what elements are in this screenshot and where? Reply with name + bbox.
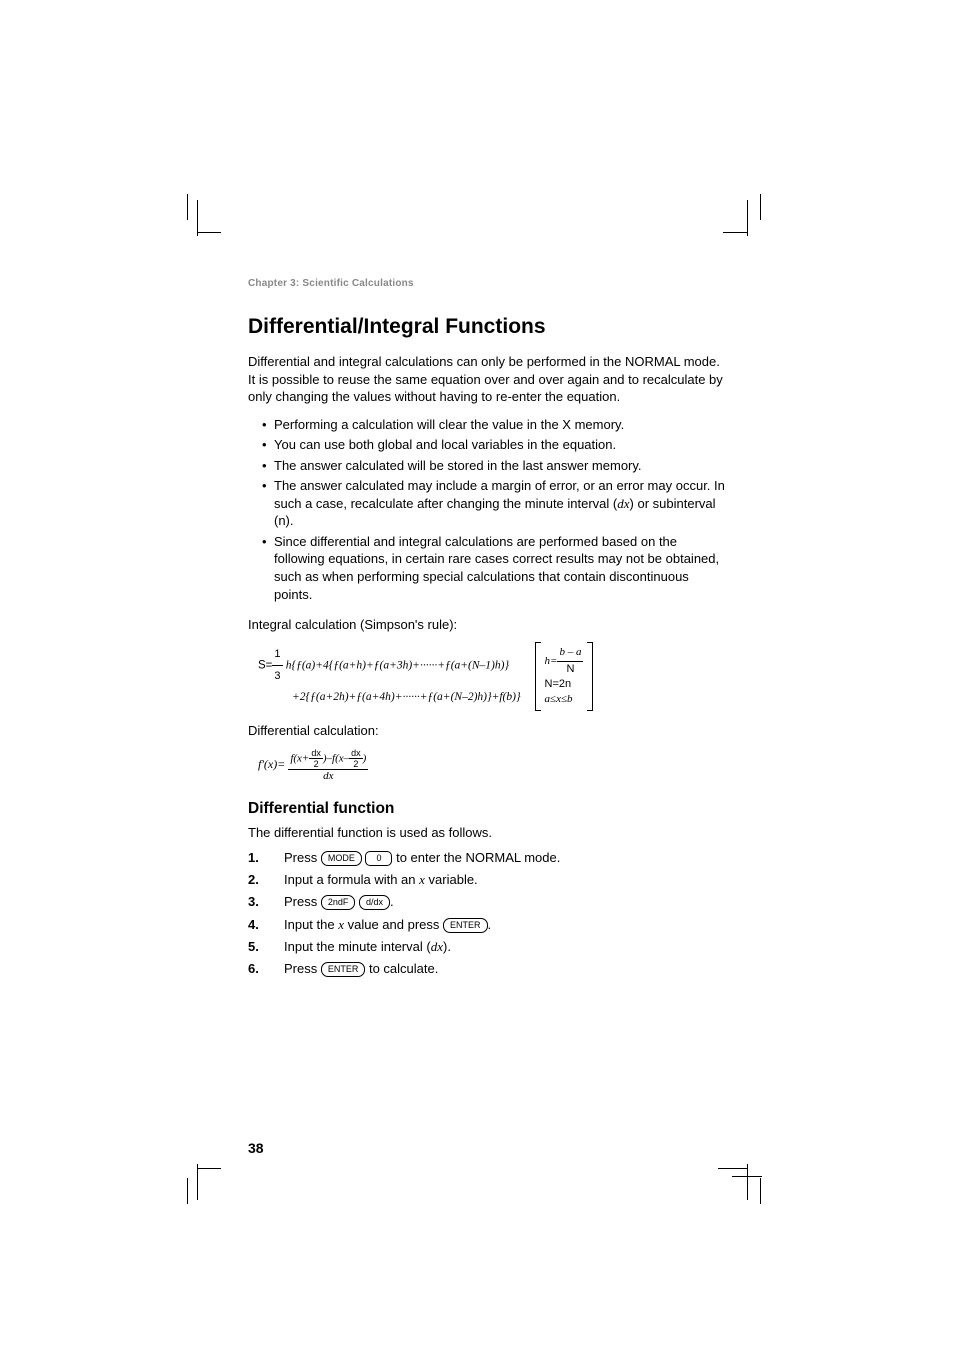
- secondf-key: 2ndF: [321, 895, 356, 910]
- cropmark: [747, 1164, 748, 1200]
- step-text: Press: [284, 894, 321, 909]
- formula-text: S=: [258, 660, 272, 672]
- differential-label: Differential calculation:: [248, 723, 726, 738]
- formula-text: f(x+: [290, 752, 309, 764]
- step-item: 3.Press 2ndF d/dx.: [248, 891, 726, 913]
- bullet-list: Performing a calculation will clear the …: [248, 416, 726, 603]
- formula-text: )–f(x–: [323, 752, 349, 764]
- bullet-text: The answer calculated will be stored in …: [274, 458, 642, 473]
- page-title: Differential/Integral Functions: [248, 315, 726, 339]
- bullet-item: Since differential and integral calculat…: [262, 533, 726, 603]
- section-heading: Differential function: [248, 800, 726, 818]
- cropmark: [197, 232, 221, 233]
- step-text: ).: [443, 939, 451, 954]
- step-text: to calculate.: [365, 961, 438, 976]
- bullet-item: You can use both global and local variab…: [262, 436, 726, 454]
- step-text: Input the: [284, 917, 338, 932]
- fraction-den: 2: [309, 759, 323, 769]
- bracket-conditions: h=b – aN N=2n a≤x≤b: [535, 642, 594, 711]
- fraction-num: 1: [272, 644, 282, 666]
- cropmark: [197, 200, 198, 236]
- step-item: 6.Press ENTER to calculate.: [248, 958, 726, 980]
- cropmark: [747, 200, 748, 236]
- step-text: .: [390, 894, 394, 909]
- step-item: 2.Input a formula with an x variable.: [248, 869, 726, 891]
- fraction-num: dx: [349, 748, 363, 759]
- cropmark: [760, 1178, 761, 1204]
- step-item: 5.Input the minute interval (dx).: [248, 936, 726, 958]
- fraction-den: N: [557, 662, 583, 677]
- mode-key: MODE: [321, 851, 362, 866]
- step-text: Input a formula with an: [284, 872, 419, 887]
- steps-list: 1.Press MODE 0 to enter the NORMAL mode.…: [248, 847, 726, 980]
- formula-text: f'(x)=: [258, 757, 285, 772]
- bullet-item: The answer calculated will be stored in …: [262, 457, 726, 475]
- zero-key: 0: [365, 851, 392, 866]
- formula-text: a≤x≤b: [545, 693, 573, 705]
- cropmark: [197, 1168, 221, 1169]
- step-text: .: [488, 917, 492, 932]
- step-text: Press: [284, 850, 321, 865]
- page-number: 38: [248, 1140, 264, 1156]
- simpson-formula: S=13 h{ƒ(a)+4{ƒ(a+h)+ƒ(a+3h)+······+ƒ(a+…: [258, 642, 726, 711]
- intro-paragraph: Differential and integral calculations c…: [248, 353, 726, 406]
- enter-key: ENTER: [321, 962, 366, 977]
- step-text: value and press: [344, 917, 443, 932]
- dx-var: dx: [617, 496, 629, 511]
- bullet-text: You can use both global and local variab…: [274, 437, 616, 452]
- cropmark: [718, 1168, 748, 1169]
- cropmark: [187, 194, 188, 220]
- step-text: Press: [284, 961, 321, 976]
- bullet-text: Since differential and integral calculat…: [274, 534, 719, 602]
- cropmark: [723, 232, 747, 233]
- cropmark: [760, 194, 761, 220]
- formula-text: +2{ƒ(a+2h)+ƒ(a+4h)+······+ƒ(a+(N–2)h)}+f…: [292, 691, 521, 703]
- step-text: to enter the NORMAL mode.: [392, 850, 560, 865]
- formula-text: h{ƒ(a)+4{ƒ(a+h)+ƒ(a+3h)+······+ƒ(a+(N–1)…: [286, 660, 509, 672]
- integral-label: Integral calculation (Simpson's rule):: [248, 617, 726, 632]
- bullet-item: The answer calculated may include a marg…: [262, 477, 726, 530]
- fraction-den: dx: [288, 770, 368, 782]
- formula-text: ): [363, 752, 367, 764]
- page-content: Chapter 3: Scientific Calculations Diffe…: [248, 278, 726, 986]
- formula-text: h=: [545, 655, 558, 667]
- chapter-label: Chapter 3: Scientific Calculations: [248, 278, 726, 289]
- step-text: variable.: [425, 872, 478, 887]
- step-item: 1.Press MODE 0 to enter the NORMAL mode.: [248, 847, 726, 869]
- cropmark: [197, 1164, 198, 1200]
- formula-text: N=2n: [545, 678, 572, 690]
- step-item: 4.Input the x value and press ENTER.: [248, 914, 726, 936]
- fraction-num: b – a: [557, 645, 583, 661]
- bullet-item: Performing a calculation will clear the …: [262, 416, 726, 434]
- ddx-key: d/dx: [359, 895, 390, 910]
- step-text: Input the minute interval (: [284, 939, 431, 954]
- cropmark: [187, 1178, 188, 1204]
- fraction-den: 2: [349, 759, 363, 769]
- var-dx: dx: [431, 939, 443, 954]
- bullet-text: Performing a calculation will clear the …: [274, 417, 624, 432]
- differential-formula: f'(x)= f(x+dx2)–f(x–dx2) dx: [258, 748, 726, 782]
- fraction-num: dx: [309, 748, 323, 759]
- fraction-den: 3: [272, 666, 282, 687]
- enter-key: ENTER: [443, 918, 488, 933]
- cropmark: [732, 1176, 762, 1177]
- section-intro: The differential function is used as fol…: [248, 824, 726, 842]
